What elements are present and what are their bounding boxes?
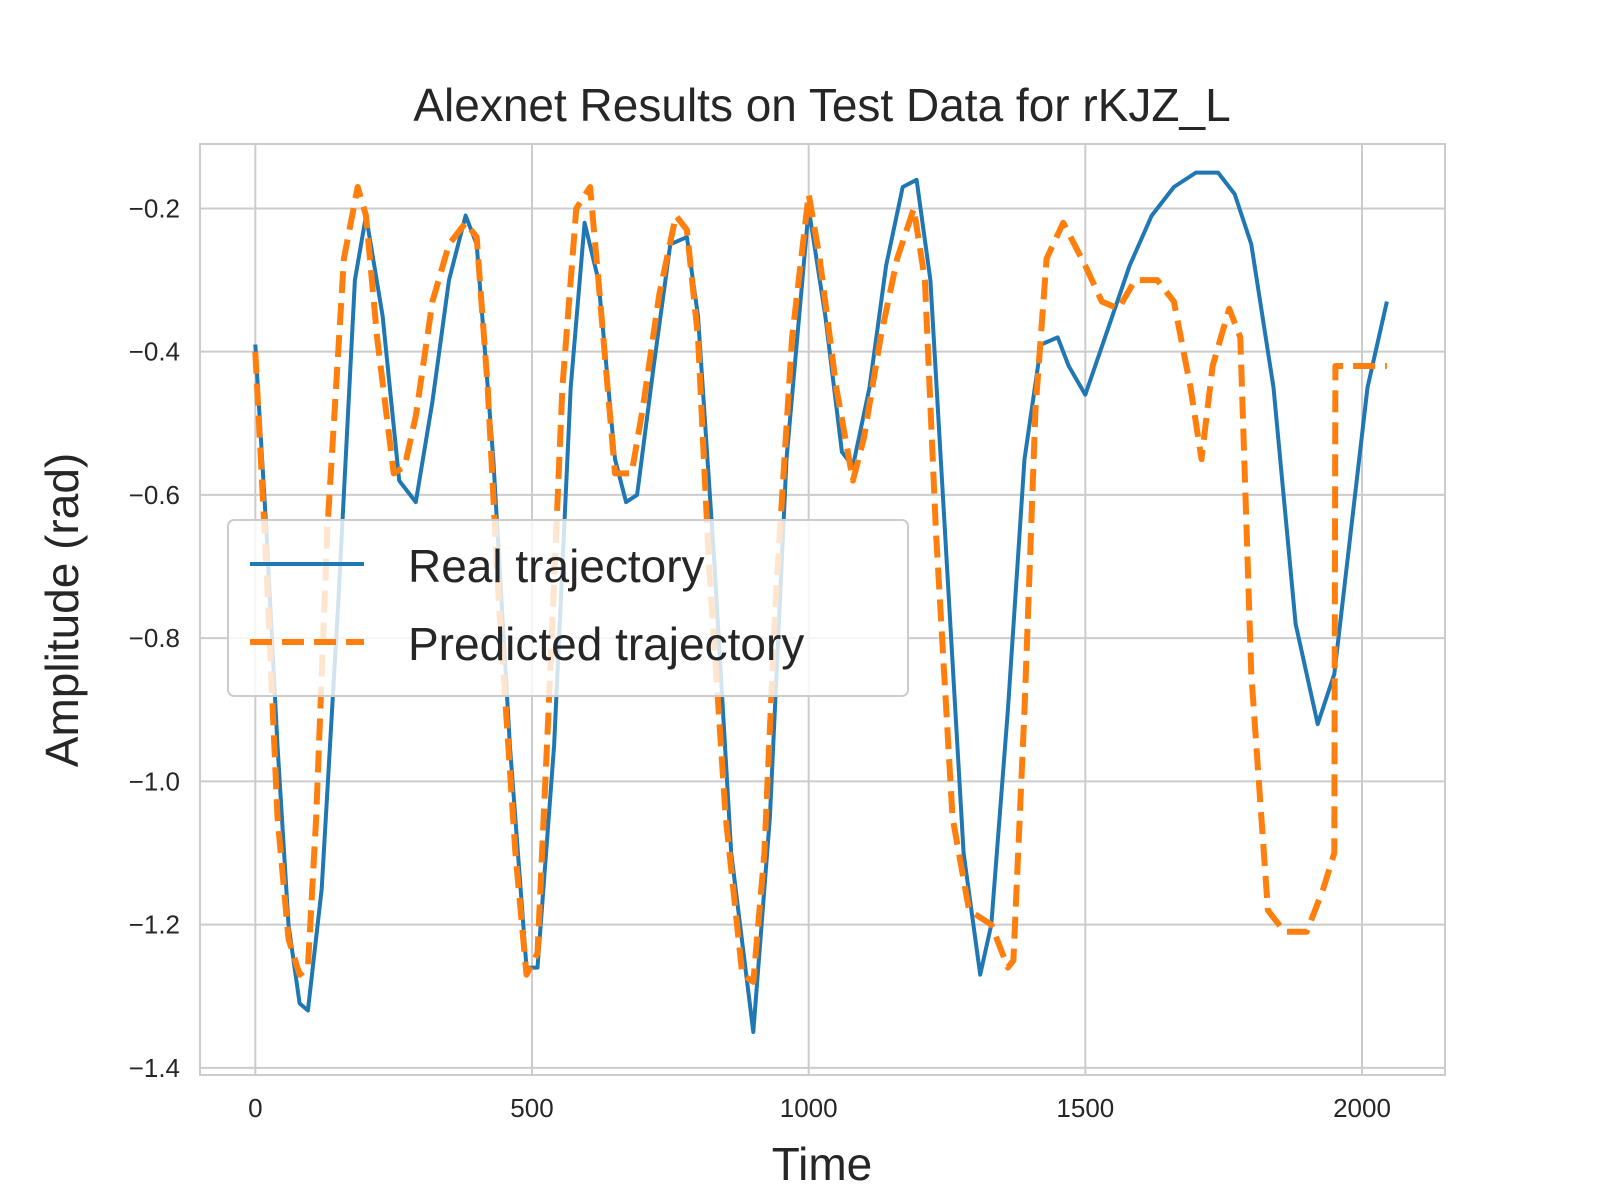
legend-label-real: Real trajectory <box>408 540 705 592</box>
plot-frame <box>199 143 1446 1076</box>
y-tick-label: −0.6 <box>129 480 180 510</box>
y-tick-label: −1.0 <box>129 766 180 796</box>
x-tick-label: 2000 <box>1333 1093 1391 1123</box>
x-tick-label: 1000 <box>780 1093 838 1123</box>
y-tick-label: −0.2 <box>129 193 180 223</box>
legend-label-predicted: Predicted trajectory <box>408 618 804 670</box>
legend-frame <box>227 519 909 697</box>
tick-labels: 0 500 1000 1500 2000 −0.2 −0.4 −0.6 −0.8 −1.0 −1.2… <box>129 193 1391 1123</box>
x-tick-label: 0 <box>248 1093 262 1123</box>
y-tick-label: −0.8 <box>129 623 180 653</box>
y-tick-label: −1.4 <box>129 1053 180 1083</box>
chart-title: Alexnet Results on Test Data for rKJZ_L <box>413 79 1230 131</box>
x-axis-title: Time <box>772 1138 873 1190</box>
legend: Real trajectory Predicted trajectory <box>227 519 909 697</box>
y-axis-title: Amplitude (rad) <box>36 453 88 767</box>
x-tick-label: 500 <box>510 1093 553 1123</box>
x-tick-label: 1500 <box>1056 1093 1114 1123</box>
y-tick-label: −1.2 <box>129 910 180 940</box>
series-line-real <box>253 170 1389 1034</box>
y-tick-label: −0.4 <box>129 337 180 367</box>
